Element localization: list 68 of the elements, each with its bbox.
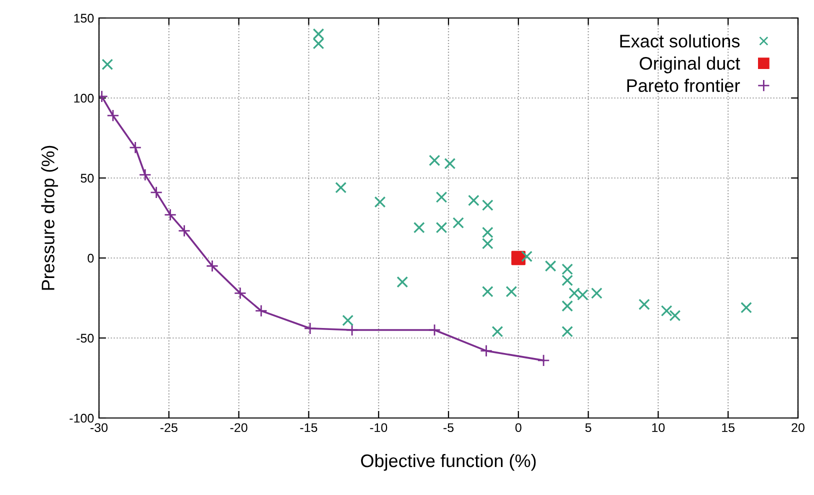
point	[562, 274, 574, 286]
x-tick-label: 0	[515, 423, 522, 432]
point	[312, 28, 324, 40]
point	[436, 192, 448, 203]
point	[396, 276, 408, 288]
y-tick-label: 100	[74, 94, 94, 103]
point	[537, 354, 550, 367]
point	[254, 304, 268, 318]
point	[590, 288, 602, 299]
x-tick-label: -25	[160, 423, 178, 432]
point	[511, 250, 526, 266]
x-axis-title: Objective function (%)	[361, 454, 536, 471]
point	[374, 196, 386, 208]
point	[342, 314, 354, 326]
point	[428, 324, 441, 336]
y-tick-label: -100	[70, 414, 94, 423]
point	[482, 200, 494, 211]
point	[482, 286, 494, 298]
point	[506, 286, 518, 298]
x-tick-label: -10	[370, 423, 388, 432]
point	[544, 260, 556, 272]
point	[482, 238, 494, 250]
point	[234, 286, 246, 300]
point	[312, 38, 324, 50]
y-tick-label: 50	[80, 174, 94, 183]
point	[436, 222, 448, 234]
point	[129, 141, 142, 154]
point	[444, 158, 456, 170]
point	[562, 300, 574, 312]
point	[428, 154, 440, 166]
x-tick-label: 15	[722, 423, 735, 432]
y-tick-label: 150	[74, 14, 94, 23]
point	[304, 322, 316, 335]
y-axis-title: Pressure drop (%)	[41, 146, 58, 290]
point	[452, 217, 464, 228]
point	[482, 226, 494, 238]
x-tick-label: 5	[585, 423, 592, 432]
y-tick-label: 0	[88, 254, 94, 263]
point	[492, 326, 504, 338]
x-tick-label: -15	[300, 423, 318, 432]
point	[638, 298, 650, 310]
point	[669, 310, 681, 322]
point	[740, 302, 752, 314]
legend-label: Original duct	[640, 56, 740, 74]
point	[468, 194, 480, 206]
y-tick-label: -50	[76, 334, 94, 343]
x-tick-label: -30	[90, 423, 108, 432]
point	[660, 305, 672, 316]
point	[178, 224, 191, 238]
point	[413, 222, 425, 234]
x-tick-label: 10	[652, 423, 665, 432]
point	[106, 109, 120, 122]
point	[138, 168, 152, 182]
point	[521, 250, 532, 262]
point	[102, 58, 114, 70]
x-tick-label: 20	[792, 423, 804, 432]
point	[164, 208, 177, 222]
point	[150, 186, 163, 199]
point	[562, 264, 574, 275]
point	[562, 326, 574, 338]
x-tick-label: -5	[444, 423, 454, 432]
legend-label: Exact solutions	[620, 34, 740, 48]
x-tick-label: -20	[230, 423, 248, 432]
point	[346, 324, 358, 336]
point	[480, 344, 492, 358]
legend-label: Pareto frontier	[627, 78, 740, 92]
point	[206, 260, 218, 272]
point	[335, 182, 347, 194]
